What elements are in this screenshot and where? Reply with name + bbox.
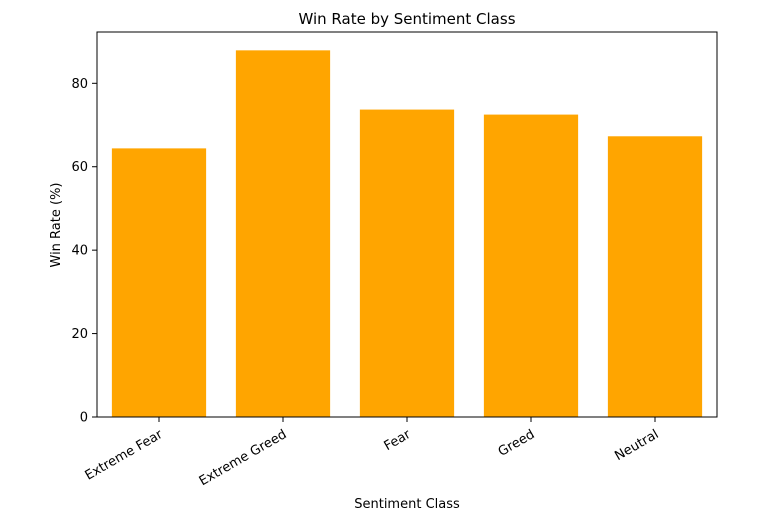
x-tick-label: Fear: [382, 427, 414, 454]
x-tick-label: Extreme Greed: [197, 427, 290, 489]
bar-fear: [359, 109, 455, 417]
bars-layer: [111, 50, 703, 417]
bar-greed: [483, 114, 579, 417]
x-tick-label: Greed: [496, 427, 538, 460]
bar-neutral: [607, 136, 703, 417]
y-tick-label: 60: [71, 160, 88, 175]
y-axis-title: Win Rate (%): [49, 183, 64, 268]
bar-extreme-greed: [235, 50, 331, 417]
bar-extreme-fear: [111, 148, 207, 417]
x-axis-title: Sentiment Class: [354, 497, 460, 512]
x-tick-label: Extreme Fear: [83, 427, 166, 484]
y-tick-label: 20: [71, 327, 88, 342]
chart-title: Win Rate by Sentiment Class: [298, 10, 515, 28]
y-tick-label: 0: [80, 411, 88, 426]
y-tick-label: 80: [71, 77, 88, 92]
y-tick-label: 40: [71, 244, 88, 259]
x-tick-label: Neutral: [612, 427, 661, 464]
